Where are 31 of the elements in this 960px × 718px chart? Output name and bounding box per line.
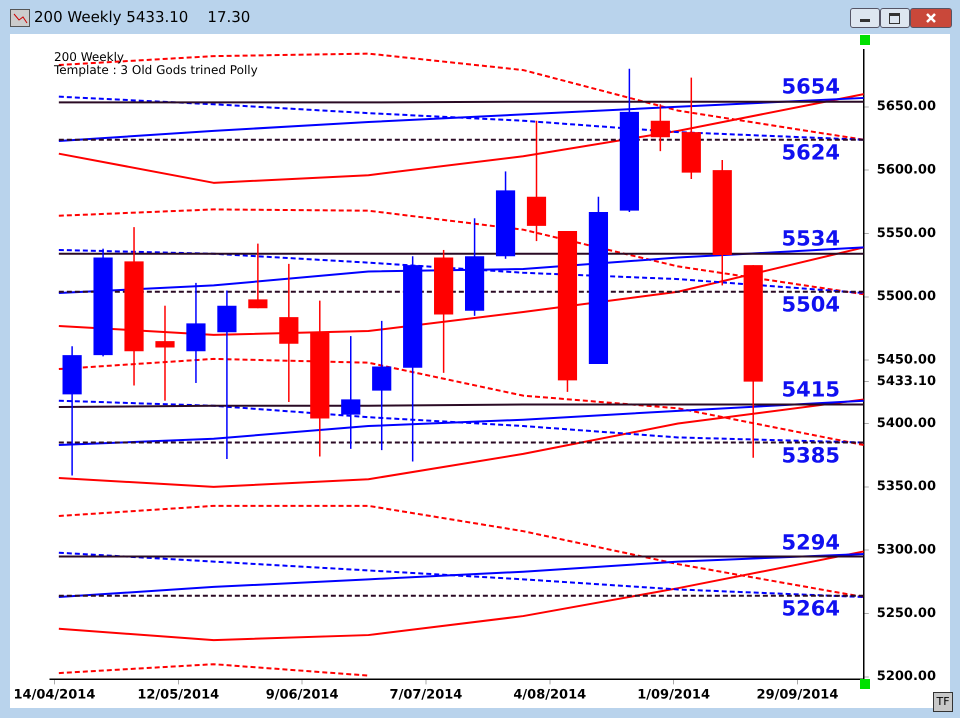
annotation: 5294: [781, 530, 840, 555]
y-tick-label: 5433.10: [876, 374, 936, 389]
y-tick-label: 5450.00: [876, 352, 936, 368]
annotation: 5385: [781, 443, 840, 468]
y-tick-label: 5300.00: [876, 542, 936, 558]
annotation: 5654: [781, 74, 840, 99]
annotation: 5534: [781, 226, 840, 251]
x-tick-label: 1/09/2014: [637, 688, 710, 703]
annotation: Template : 3 Old Gods trined Polly: [53, 62, 258, 77]
annotation: 5415: [781, 377, 840, 402]
x-tick-label: 9/06/2014: [266, 688, 339, 703]
annotation: 5264: [781, 596, 840, 621]
x-tick-label: 4/08/2014: [513, 688, 586, 703]
y-tick-label: 5550.00: [876, 226, 936, 241]
y-tick-label: 5600.00: [876, 162, 936, 178]
x-tick-label: 7/07/2014: [390, 688, 462, 703]
y-tick-label: 5200.00: [876, 669, 936, 684]
annotation: 5504: [781, 292, 840, 317]
y-tick-label: 5400.00: [876, 416, 936, 431]
x-tick-label: 29/09/2014: [756, 688, 838, 703]
x-tick-label: 12/05/2014: [137, 688, 220, 703]
y-tick-label: 5500.00: [876, 289, 936, 304]
annotation: 5624: [781, 140, 840, 165]
chart-subtitle: 200 Weekly: [54, 50, 124, 64]
text: TF: [933, 692, 953, 712]
y-tick-label: 5250.00: [876, 606, 936, 621]
y-tick-label: 5650.00: [876, 99, 936, 114]
y-tick-label: 5350.00: [876, 479, 936, 494]
chart-title: 200 Weekly 5433.10 17.30: [34, 8, 250, 26]
x-tick-label: 14/04/2014: [13, 688, 96, 703]
candlestick: [248, 242, 268, 309]
